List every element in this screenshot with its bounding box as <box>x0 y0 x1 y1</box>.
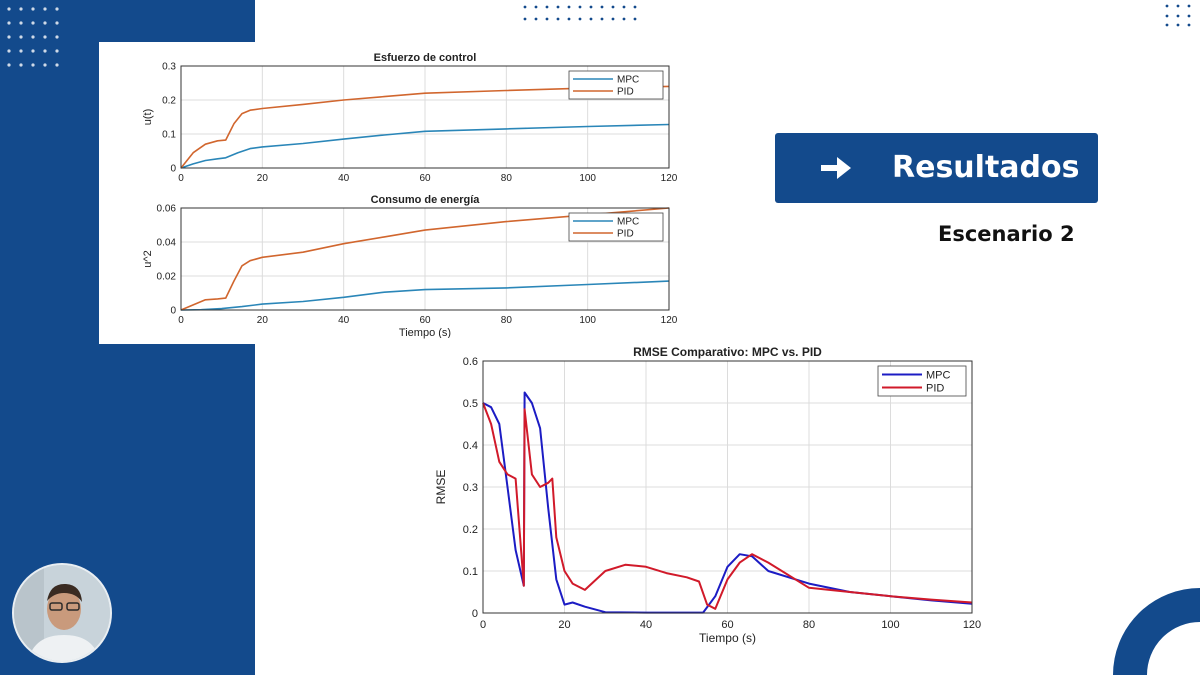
chart0-xtick-label: 80 <box>501 173 513 184</box>
presenter-webcam <box>12 563 112 663</box>
chart2-ytick-label: 0.2 <box>463 524 478 536</box>
chart0-xtick-label: 20 <box>257 173 269 184</box>
decorative-dots-top <box>523 5 637 21</box>
chart0-title: Esfuerzo de control <box>374 52 477 64</box>
arrow-right-icon <box>821 157 851 179</box>
chart0-series-pid-line <box>180 85 670 169</box>
chart2-xtick-label: 40 <box>640 619 652 631</box>
slide-title: Resultados <box>892 150 1080 185</box>
chart2-series-pid-line <box>482 402 973 610</box>
chart2-ytick-label: 0.3 <box>463 482 478 494</box>
chart0-ytick-label: 0.2 <box>162 96 176 107</box>
chart0: 0 20 40 60 80 100 120 0 0.1 0.2 0.3 Esfuerzo de con… <box>142 52 678 184</box>
chart0-xtick-label: 120 <box>661 173 678 184</box>
decorative-dots-left <box>7 7 59 67</box>
chart1-xtick-label: 40 <box>338 315 350 326</box>
stacked-charts-panel: 0 20 40 60 80 100 120 0 0.1 0.2 0.3 Esfuerzo de con… <box>99 42 689 344</box>
chart1-xtick-label: 0 <box>178 315 184 326</box>
chart1-ytick-label: 0.06 <box>157 204 177 215</box>
control-effort-energy-charts: 0 20 40 60 80 100 120 0 0.1 0.2 0.3 Esfuerzo de con… <box>142 52 678 339</box>
chart2-xtick-label: 100 <box>881 619 899 631</box>
chart1-xtick-label: 120 <box>661 315 678 326</box>
decorative-corner-arc <box>1113 588 1200 675</box>
results-title-box: Resultados <box>775 133 1098 203</box>
chart2-title: RMSE Comparativo: MPC vs. PID <box>633 345 822 359</box>
chart1-xtick-label: 20 <box>257 315 269 326</box>
chart0-xtick-label: 0 <box>178 173 184 184</box>
chart1-xtick-label: 80 <box>501 315 513 326</box>
chart1-ytick-label: 0.02 <box>157 272 177 283</box>
chart1-series-pid-line <box>180 207 670 311</box>
slide-subtitle: Escenario 2 <box>938 222 1075 246</box>
presenter-avatar-icon <box>14 565 110 661</box>
chart0-ytick-label: 0.1 <box>162 130 176 141</box>
chart2: 0 20 40 60 80 100 120 0 0.1 0.2 0.3 0.4 0.5 0.6 RMSE C… <box>434 345 981 645</box>
chart0-xtick-label: 40 <box>338 173 350 184</box>
chart2-xtick-label: 0 <box>480 619 486 631</box>
chart0-legend-label-pid: PID <box>617 87 634 98</box>
chart1-legend-box <box>568 212 664 242</box>
chart2-ylabel: RMSE <box>434 470 448 505</box>
chart1-ylabel: u^2 <box>142 250 154 267</box>
chart2-ytick-label: 0.4 <box>463 440 478 452</box>
chart2-xtick-label: 20 <box>558 619 570 631</box>
chart2-xlabel: Tiempo (s) <box>699 631 756 645</box>
chart1-ytick-label: 0 <box>170 306 176 317</box>
chart0-ytick-label: 0 <box>170 164 176 175</box>
chart2-xtick-label: 120 <box>963 619 981 631</box>
chart1-series-mpc-line <box>180 280 670 311</box>
chart0-ytick-label: 0.3 <box>162 62 176 73</box>
chart0-legend-box <box>568 70 664 100</box>
chart2-legend-box <box>877 365 967 397</box>
chart0-ylabel: u(t) <box>142 109 154 126</box>
chart2-ytick-label: 0 <box>472 608 478 620</box>
chart1-legend-label-mpc: MPC <box>617 217 639 228</box>
decorative-dots-right <box>1165 4 1191 27</box>
chart0-axes-box <box>180 65 670 169</box>
chart1-ytick-label: 0.04 <box>157 238 177 249</box>
chart0-xtick-label: 100 <box>579 173 596 184</box>
chart2-ytick-label: 0.5 <box>463 398 478 410</box>
chart1: 0 20 40 60 80 100 120 0 0.02 0.04 0.06 Consumo de e… <box>142 194 678 339</box>
chart2-legend-label-pid: PID <box>926 382 944 394</box>
chart1-xtick-label: 100 <box>579 315 596 326</box>
chart0-xtick-label: 60 <box>419 173 431 184</box>
rmse-chart: 0 20 40 60 80 100 120 0 0.1 0.2 0.3 0.4 0.5 0.6 RMSE C… <box>434 345 981 645</box>
chart1-title: Consumo de energía <box>371 194 481 206</box>
chart2-legend-label-mpc: MPC <box>926 369 951 381</box>
chart2-axes-box <box>482 360 973 614</box>
chart2-series-mpc-line <box>482 391 973 614</box>
chart2-xtick-label: 80 <box>803 619 815 631</box>
chart2-xtick-label: 60 <box>721 619 733 631</box>
chart1-legend-label-pid: PID <box>617 229 634 240</box>
chart0-series-mpc-line <box>180 123 670 169</box>
rmse-chart-panel: 0 20 40 60 80 100 120 0 0.1 0.2 0.3 0.4 0.5 0.6 RMSE C… <box>430 338 990 648</box>
chart1-axes-box <box>180 207 670 311</box>
chart0-legend-label-mpc: MPC <box>617 75 639 86</box>
chart1-xlabel: Tiempo (s) <box>399 327 451 339</box>
chart2-ytick-label: 0.6 <box>463 356 478 368</box>
chart1-xtick-label: 60 <box>419 315 431 326</box>
chart2-ytick-label: 0.1 <box>463 566 478 578</box>
